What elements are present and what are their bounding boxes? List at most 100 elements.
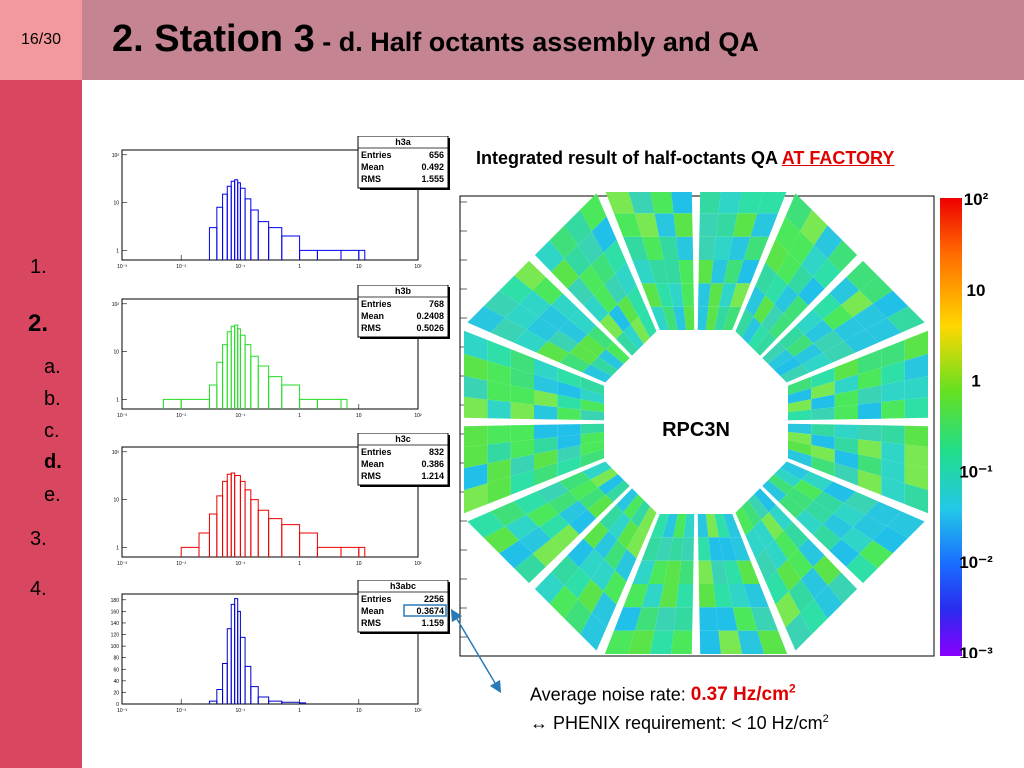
heatmap-cell [604, 190, 635, 214]
heatmap-cell [678, 260, 694, 284]
heatmap-cell [534, 240, 565, 272]
histogram-bar [358, 249, 366, 260]
x-tick-label: 10⁻¹ [235, 561, 245, 567]
heatmap-cell [715, 213, 738, 237]
heatmap-cell [834, 424, 858, 440]
heatmap-cell [569, 479, 599, 501]
heatmap-cell [569, 309, 597, 335]
heatmap-cell [708, 283, 724, 307]
stats-title: h3c [395, 434, 411, 444]
heatmap-cell [813, 555, 841, 586]
heatmap-cell [513, 329, 548, 353]
heatmap-cell [564, 567, 591, 599]
heatmap-cell [510, 402, 534, 420]
heatmap-cell [881, 458, 905, 484]
heatmap-cell [780, 364, 810, 383]
heatmap-cell [578, 487, 606, 510]
nav-item-3[interactable]: 3. [30, 528, 47, 550]
heatmap-cell [768, 349, 794, 370]
heatmap-cell [858, 349, 882, 375]
heatmap-cell [788, 449, 812, 468]
nav-item-2[interactable]: 2. [28, 310, 49, 337]
nav-item-1[interactable]: 1. [30, 256, 47, 278]
stats-value: 0.2408 [416, 311, 444, 321]
heatmap-cell [735, 506, 754, 536]
heatmap-cell [549, 225, 578, 259]
heatmap-cell [768, 505, 793, 531]
heatmap-cell [678, 560, 694, 584]
heatmap-cell [564, 209, 592, 246]
heatmap-cell [464, 353, 488, 381]
heatmap-cell [743, 584, 769, 608]
heatmap-cell [728, 584, 751, 608]
heatmap-cell [708, 537, 724, 561]
y-tick-label: 10 [113, 201, 119, 207]
heatmap-cell [551, 555, 579, 586]
histogram-bar [281, 384, 301, 409]
stats-key: RMS [361, 471, 381, 481]
heatmap-cell [558, 319, 588, 344]
heatmap-cell [742, 500, 762, 528]
heatmap-cell [745, 527, 766, 559]
rpc3n-heatmap: RPC3N 10² 10 1 10⁻¹ 10⁻² 10⁻³ [458, 190, 998, 663]
heatmap-cell [881, 425, 905, 445]
stats-value: 0.5026 [416, 323, 444, 333]
heatmap-cell [865, 501, 902, 527]
heatmap-cell [859, 275, 893, 304]
heatmap-cell [557, 434, 581, 450]
stats-box-frame [357, 433, 449, 486]
heatmap-cell [615, 262, 637, 296]
x-tick-label: 10 [356, 561, 362, 567]
y-tick-label: 140 [111, 621, 120, 627]
heatmap-cell [765, 570, 789, 605]
y-tick-label: 160 [111, 609, 120, 615]
heatmap-cell [487, 399, 511, 419]
heatmap-cell [698, 260, 714, 284]
heatmap-cell [590, 356, 618, 376]
stats-key: RMS [361, 323, 381, 333]
heatmap-cell [745, 285, 766, 317]
heatmap-cell [853, 303, 887, 330]
nav-item-2a[interactable]: a. [44, 356, 61, 378]
heatmap-cell [467, 306, 506, 333]
heatmap-cell [755, 548, 777, 582]
heatmap-cell [748, 494, 769, 520]
heatmap-cell [886, 306, 925, 333]
heatmap-cell [742, 316, 762, 344]
y-tick-label: 10 [113, 498, 119, 504]
nav-item-2b[interactable]: b. [44, 388, 61, 410]
heatmap-cell [663, 560, 682, 584]
y-tick-label: 1 [116, 248, 119, 254]
nav-item-2c[interactable]: c. [44, 420, 60, 442]
histogram-bar [250, 686, 259, 704]
heatmap-cell [534, 436, 558, 455]
inner-octagon [604, 330, 788, 514]
heatmap-cell [617, 519, 639, 549]
x-tick-label: 1 [298, 708, 301, 714]
heatmap-cell [659, 236, 679, 260]
y-tick-label: 20 [113, 690, 119, 696]
nav-item-2d[interactable]: d. [44, 451, 62, 473]
heatmap-cell [673, 306, 687, 330]
heatmap-cell [650, 306, 669, 330]
heatmap-cell [779, 325, 805, 350]
stats-title: h3a [395, 137, 412, 147]
heatmap-cell [811, 367, 835, 389]
histogram-h3c: 10⁻³ 10⁻² 10⁻¹ 1 10 10² 1 10 10² h3c Entries 832 Mea… [100, 433, 450, 567]
heatmap-cell [881, 380, 905, 403]
colorbar-tick-label: 10⁻² [959, 553, 993, 572]
heatmap-cell [723, 260, 744, 284]
stats-key: Mean [361, 459, 384, 469]
nav-item-2e[interactable]: e. [44, 484, 61, 506]
stats-title: h3b [395, 286, 412, 296]
stats-box-frame [357, 285, 449, 338]
y-tick-label: 10² [112, 450, 120, 456]
heatmap-cell [599, 505, 624, 531]
nav-item-4[interactable]: 4. [30, 578, 47, 600]
x-tick-label: 10² [414, 708, 422, 714]
heatmap-cell [827, 240, 858, 272]
heatmap-cell [599, 313, 624, 339]
heatmap-cell [793, 479, 823, 501]
colorbar-tick-label: 10² [964, 192, 989, 209]
heatmap-cell [510, 439, 534, 459]
